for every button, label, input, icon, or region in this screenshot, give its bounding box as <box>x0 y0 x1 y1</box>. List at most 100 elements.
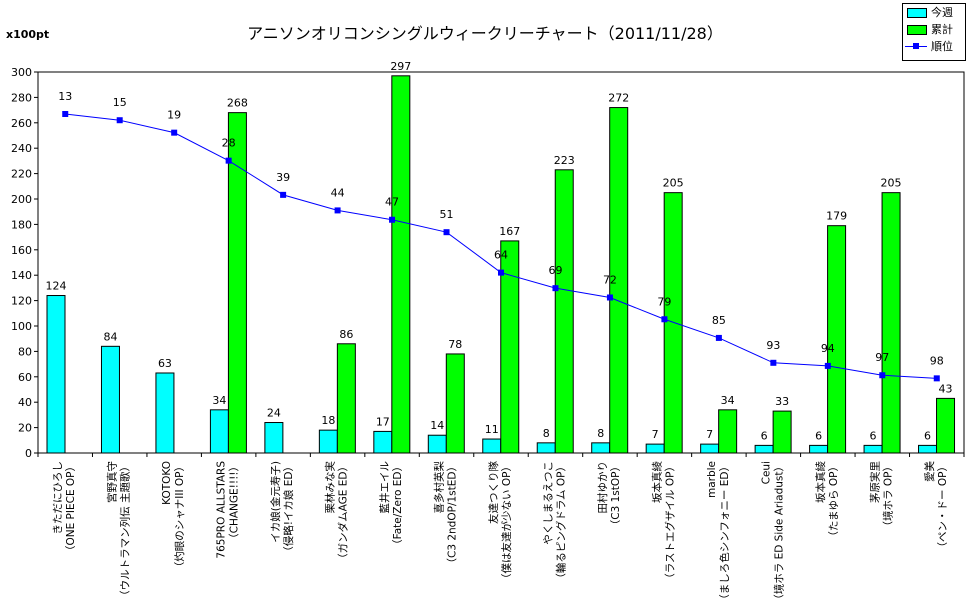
legend-swatch-weekly <box>907 8 927 18</box>
bar-weekly-value-label: 6 <box>815 429 822 442</box>
bar-weekly-value-label: 8 <box>543 427 550 440</box>
category-label: 坂本真綾 <box>650 461 663 503</box>
bar-weekly-value-label: 17 <box>376 415 390 428</box>
rank-value-label: 28 <box>222 137 236 150</box>
bar-weekly-value-label: 11 <box>485 423 499 436</box>
bar-cumulative <box>772 410 792 454</box>
y-tick-label: 300 <box>11 66 32 79</box>
legend: 今週 累計 順位 <box>902 3 966 61</box>
y-tick-label: 140 <box>11 269 32 282</box>
rank-value-label: 13 <box>58 90 72 103</box>
bar-cumulative <box>554 169 574 454</box>
rank-value-label: 51 <box>440 208 454 221</box>
y-tick-label: 100 <box>11 320 32 333</box>
category-label: （ONE PIECE OP） <box>65 461 77 556</box>
bar-cumulative-value-label: 43 <box>939 382 953 395</box>
y-tick-label: 220 <box>11 168 32 181</box>
y-tick-label: 120 <box>11 295 32 308</box>
rank-marker <box>770 359 777 366</box>
rank-value-label: 69 <box>548 264 562 277</box>
rank-value-label: 15 <box>113 96 127 109</box>
category-label: 藍井エイル <box>378 461 391 514</box>
bar-weekly-value-label: 63 <box>158 357 172 370</box>
category-label: （たまゆら OP） <box>828 461 840 542</box>
rank-value-label: 19 <box>167 109 181 122</box>
category-label: （ガンダムAGE ED） <box>337 461 350 564</box>
rank-value-label: 97 <box>875 351 889 364</box>
bar-weekly <box>100 345 120 454</box>
legend-item-cumulative: 累計 <box>903 21 965 38</box>
bar-cumulative <box>663 192 683 454</box>
bar-weekly <box>700 443 720 454</box>
bar-weekly <box>809 444 829 454</box>
bar-cumulative <box>881 192 901 454</box>
bar-cumulative <box>336 343 356 454</box>
rank-value-label: 79 <box>657 295 671 308</box>
category-label: やくしまるえつこ <box>542 461 554 545</box>
chart-title: アニソンオリコンシングルウィークリーチャート（2011/11/28） <box>247 24 723 43</box>
bar-cumulative <box>718 409 738 454</box>
category-label: （境ホラ ED Side Ariadust） <box>772 461 785 604</box>
bar-weekly <box>482 438 502 454</box>
y-tick-label: 40 <box>18 396 32 409</box>
bar-cumulative <box>445 353 465 454</box>
rank-marker <box>824 362 831 369</box>
bar-cumulative-value-label: 205 <box>881 177 902 190</box>
bar-weekly-value-label: 8 <box>597 427 604 440</box>
bar-weekly <box>155 372 175 454</box>
rank-marker <box>225 157 232 164</box>
category-label: イカ娘(金元寿子) <box>269 461 282 543</box>
rank-value-label: 98 <box>930 354 944 367</box>
bar-weekly <box>264 422 284 454</box>
rank-value-label: 85 <box>712 314 726 327</box>
bar-cumulative-value-label: 34 <box>721 394 735 407</box>
bar-weekly <box>318 429 338 454</box>
bar-weekly <box>46 295 66 454</box>
bar-weekly <box>209 409 229 454</box>
bar-cumulative-value-label: 268 <box>227 97 248 110</box>
y-tick-label: 60 <box>18 371 32 384</box>
category-label: （ましろ色シンフォニー ED） <box>718 461 731 604</box>
category-label: 愛美 <box>923 461 936 482</box>
category-label: 宮野真守 <box>106 461 119 503</box>
category-label: （C3 2ndOP/1stED） <box>447 461 459 568</box>
category-label: （Fate/Zero ED） <box>392 461 404 550</box>
legend-label-cumulative: 累計 <box>931 23 953 36</box>
rank-marker <box>280 191 287 198</box>
bar-weekly <box>645 443 665 454</box>
rank-marker <box>552 285 559 292</box>
legend-label-weekly: 今週 <box>931 6 953 19</box>
rank-marker <box>389 216 396 223</box>
bar-weekly-value-label: 6 <box>870 429 877 442</box>
bar-weekly-value-label: 24 <box>267 407 281 420</box>
bar-weekly-value-label: 14 <box>430 419 444 432</box>
category-label: 友達つくり隊 <box>487 461 500 524</box>
rank-marker <box>116 117 123 124</box>
y-tick-label: 280 <box>11 91 32 104</box>
rank-value-label: 44 <box>331 186 345 199</box>
y-tick-label: 180 <box>11 218 32 231</box>
category-label: Ceui <box>760 461 772 484</box>
y-tick-label: 260 <box>11 117 32 130</box>
bar-weekly-value-label: 18 <box>321 414 335 427</box>
bar-weekly-value-label: 84 <box>103 330 117 343</box>
rank-marker <box>334 207 341 214</box>
category-label: （ペン・ドー OP） <box>937 461 949 552</box>
category-label: 田村ゆかり <box>596 461 609 514</box>
legend-marker-rank <box>913 43 919 49</box>
y-tick-label: 240 <box>11 142 32 155</box>
rank-marker <box>62 111 69 117</box>
category-label: （輪るピングドラム OP） <box>554 461 567 584</box>
bar-weekly <box>754 444 774 454</box>
bar-cumulative-value-label: 78 <box>448 338 462 351</box>
bar-cumulative-value-label: 86 <box>339 328 353 341</box>
category-label: （境ホラ OP） <box>881 461 894 531</box>
y-tick-label: 20 <box>18 422 32 435</box>
bar-weekly-value-label: 6 <box>924 429 931 442</box>
category-label: きただにひろし <box>52 461 64 535</box>
bar-cumulative <box>609 107 629 454</box>
category-label: 喜多村英梨 <box>433 461 446 514</box>
rank-value-label: 64 <box>494 249 508 262</box>
legend-swatch-cumulative <box>907 25 927 35</box>
